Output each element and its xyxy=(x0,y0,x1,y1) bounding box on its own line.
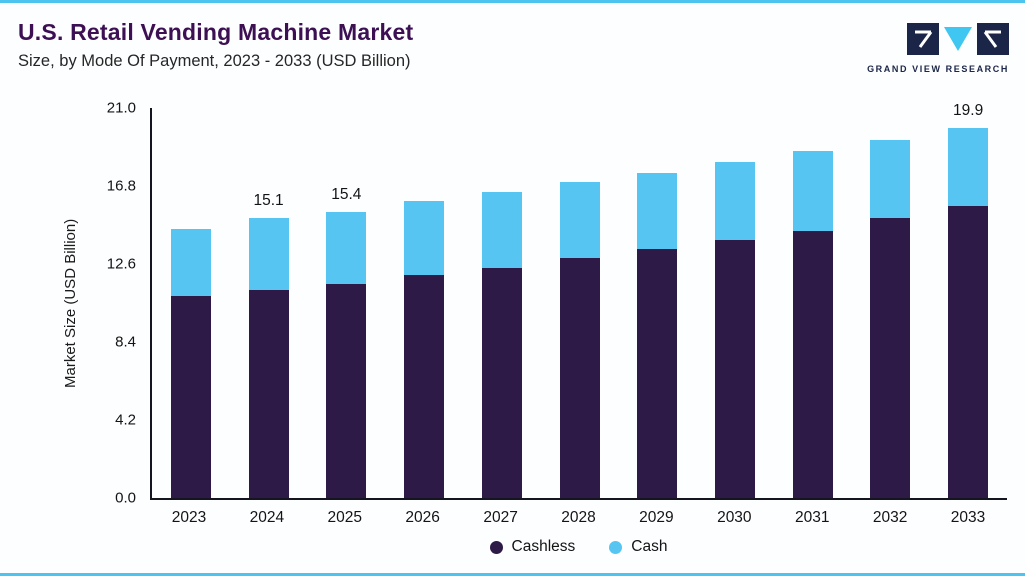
bar-group xyxy=(404,200,445,498)
bar-segment-cashless xyxy=(792,230,833,498)
bar-segment-cashless xyxy=(248,290,289,498)
bar-group: 15.4 xyxy=(326,186,367,498)
bar-segment-cash xyxy=(637,173,678,250)
bar-group xyxy=(481,191,522,498)
x-tick-label: 2032 xyxy=(872,509,908,526)
y-tick-label: 12.6 xyxy=(106,255,136,273)
bar-group: 15.1 xyxy=(248,192,289,498)
bar-group xyxy=(792,150,833,498)
bar-segment-cash xyxy=(404,200,445,276)
grand-view-research-logo: GRAND VIEW RESEARCH xyxy=(867,23,1009,74)
bar-segment-cash xyxy=(870,139,911,218)
y-tick-label: 21.0 xyxy=(106,99,136,117)
bar-segment-cashless xyxy=(326,284,367,498)
y-axis-title: Market Size (USD Billion) xyxy=(62,218,79,388)
bar-group xyxy=(559,182,600,498)
x-tick-label: 2028 xyxy=(561,509,596,526)
x-tick-label: 2025 xyxy=(327,509,363,526)
y-tick-label: 0.0 xyxy=(115,489,136,507)
x-tick-label: 2026 xyxy=(405,509,440,526)
logo-text: GRAND VIEW RESEARCH xyxy=(867,64,1009,74)
bar-segment-cash xyxy=(326,212,367,285)
bar-segment-cash xyxy=(481,191,522,268)
logo-r-tile-icon xyxy=(977,23,1009,60)
x-axis-labels: 2023 2024 2025 2026 2027 2028 2029 2030 2031 2032… xyxy=(150,503,1007,529)
page-title: U.S. Retail Vending Machine Market xyxy=(18,19,414,45)
y-tick-label: 4.2 xyxy=(115,411,136,429)
legend-label: Cash xyxy=(631,538,668,555)
x-tick-label: 2031 xyxy=(794,509,830,526)
bar-segment-cashless xyxy=(637,249,678,498)
x-tick-label: 2030 xyxy=(717,509,752,526)
bar-segment-cashless xyxy=(948,206,989,498)
bar-total-label: 15.1 xyxy=(253,191,284,209)
bar-segment-cashless xyxy=(404,275,445,498)
legend-item-cashless: Cashless xyxy=(489,538,576,556)
bar-total-label: 19.9 xyxy=(953,102,984,120)
bar-segment-cash xyxy=(559,182,600,259)
bar-segment-cash xyxy=(792,150,833,231)
x-tick-label: 2027 xyxy=(483,509,518,526)
x-tick-label: 2033 xyxy=(950,509,986,526)
bar-group xyxy=(170,228,211,498)
bar-group xyxy=(637,173,678,498)
bar-group xyxy=(714,161,755,498)
bar-segment-cashless xyxy=(714,239,755,498)
bar-segment-cash xyxy=(248,217,289,290)
bar-total-label: 15.4 xyxy=(331,186,362,203)
legend-swatch-icon xyxy=(609,540,623,554)
bar-segment-cashless xyxy=(481,267,522,498)
bar-segment-cash xyxy=(714,161,755,240)
plot-area: 15.1 15.4 19.9 xyxy=(150,102,1007,500)
bar-group xyxy=(870,139,911,498)
x-tick-label: 2024 xyxy=(249,509,285,526)
y-axis: 0.0 4.2 8.4 12.6 16.8 21.0 xyxy=(86,100,144,507)
y-tick-label: 16.8 xyxy=(106,177,136,195)
bar-group: 19.9 xyxy=(948,102,989,498)
legend: Cashless Cash xyxy=(150,538,1007,556)
x-tick-label: 2029 xyxy=(639,509,674,526)
bar-segment-cash xyxy=(948,128,989,207)
bar-segment-cashless xyxy=(170,295,211,498)
bar-segment-cashless xyxy=(870,217,911,498)
logo-triangle-icon xyxy=(942,23,974,60)
y-tick-label: 8.4 xyxy=(115,333,136,351)
logo-g-tile-icon xyxy=(907,23,939,60)
legend-label: Cashless xyxy=(511,538,576,555)
page-subtitle: Size, by Mode Of Payment, 2023 - 2033 (U… xyxy=(18,52,411,70)
legend-swatch-icon xyxy=(489,540,503,554)
logo-marks xyxy=(867,23,1009,60)
bar-segment-cashless xyxy=(559,258,600,498)
legend-item-cash: Cash xyxy=(609,538,667,556)
x-tick-label: 2023 xyxy=(171,509,207,526)
bar-segment-cash xyxy=(170,228,211,296)
